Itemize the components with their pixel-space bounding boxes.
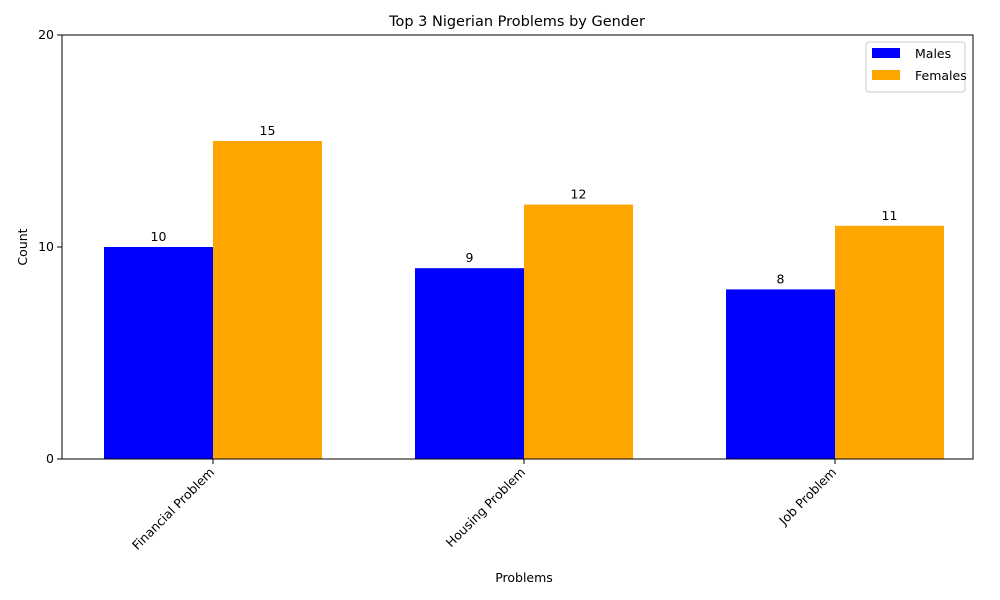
- y-tick-label-2: 20: [38, 27, 54, 42]
- data-label-males-2: 8: [777, 271, 785, 286]
- x-tick-label-1: Housing Problem: [443, 465, 528, 550]
- legend: Males Females: [865, 41, 967, 93]
- plot-area: 0 10 20 10 15 Financial Problem 9 12 Housing Pro…: [38, 27, 944, 553]
- data-label-females-1: 12: [571, 187, 587, 202]
- x-axis-label: Problems: [495, 570, 553, 585]
- y-tick-label-1: 10: [38, 239, 54, 254]
- bar-females-0: [213, 141, 322, 459]
- data-label-females-0: 15: [260, 123, 276, 138]
- bar-females-1: [524, 204, 633, 459]
- bar-males-0: [104, 247, 213, 459]
- data-label-males-1: 9: [466, 250, 474, 265]
- bar-males-1: [415, 268, 524, 459]
- plot-frame: [61, 34, 974, 460]
- bar-females-2: [835, 225, 944, 459]
- legend-label-females: Females: [915, 68, 967, 83]
- y-axis-label: Count: [15, 228, 30, 265]
- legend-label-males: Males: [915, 46, 951, 61]
- data-label-males-0: 10: [151, 229, 167, 244]
- bar-males-2: [726, 289, 835, 459]
- x-tick-label-2: Job Problem: [775, 465, 839, 529]
- x-tick-label-0: Financial Problem: [129, 465, 217, 553]
- chart-title: Top 3 Nigerian Problems by Gender: [388, 14, 645, 30]
- y-tick-label-0: 0: [46, 451, 54, 466]
- legend-swatch-females: [872, 70, 900, 80]
- legend-swatch-males: [872, 48, 900, 58]
- data-label-females-2: 11: [882, 208, 898, 223]
